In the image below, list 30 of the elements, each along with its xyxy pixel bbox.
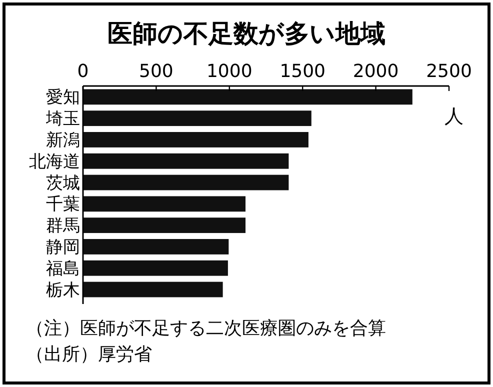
text: （出所）厚労省: [26, 344, 152, 365]
y-tick-label: 千葉: [46, 194, 80, 215]
bar: [83, 282, 223, 298]
y-tick-label: 埼玉: [45, 109, 80, 130]
x-tick-label: 500: [139, 61, 174, 82]
chart-title: 医師の不足数が多い地域: [108, 19, 386, 48]
text: （注）医師が不足する二次医療圏のみを合算: [26, 318, 386, 339]
bar: [83, 196, 246, 212]
x-tick-label: 2500: [426, 61, 472, 82]
x-tick-label: 1000: [206, 61, 252, 82]
y-tick-label: 愛知: [46, 88, 80, 108]
bar: [83, 218, 246, 234]
y-tick-label: 北海道: [29, 152, 80, 172]
y-tick-label: 群馬: [46, 216, 80, 236]
bar: [83, 239, 229, 254]
bar: [83, 153, 289, 169]
y-tick-label: 福島: [46, 258, 80, 279]
bar: [83, 110, 312, 126]
x-tick-label: 1500: [280, 61, 326, 82]
y-tick-label: 茨城: [46, 173, 80, 194]
y-tick-label: 栃木: [46, 280, 80, 300]
y-tick-label: 新潟: [46, 130, 80, 150]
bar: [83, 174, 289, 190]
bar: [83, 260, 228, 276]
x-axis-title: 人: [444, 105, 464, 128]
bar: [83, 89, 412, 105]
bar: [83, 132, 308, 148]
y-tick-label: 静岡: [46, 238, 80, 258]
x-tick-label: 2000: [352, 61, 399, 82]
x-tick-label: 0: [77, 61, 89, 82]
